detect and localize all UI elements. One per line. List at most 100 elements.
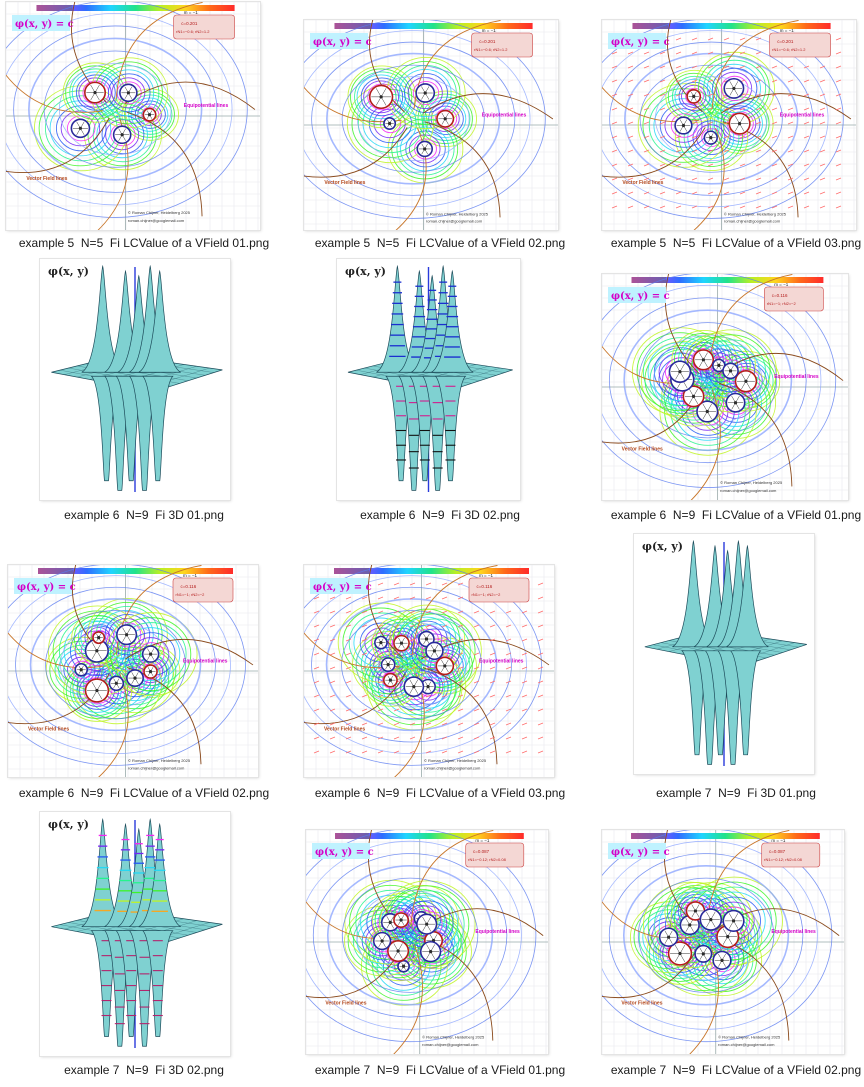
pole-marker xyxy=(694,944,713,963)
equipotential-contours xyxy=(637,51,775,172)
file-thumbnail[interactable]: φ(x, y) = c m = −1 c=0.116 rN1=−1; rN2=−2 Ve… xyxy=(602,274,848,500)
file-tile[interactable]: φ(x, y) = c m = −1 c=0.201 rN1=−0.6; rN2=1.… xyxy=(296,0,584,272)
outer-contour xyxy=(608,853,804,1018)
color-scale-bar xyxy=(631,277,824,283)
pole-marker xyxy=(116,624,138,646)
gray-scale-bar xyxy=(36,5,73,11)
file-thumbnail[interactable]: φ(x, y) = c m = −1 c=0.087 rN1=−0.12; rN2=0… xyxy=(306,830,548,1054)
formula-label: φ(x, y) = c xyxy=(315,847,374,858)
file-thumbnail[interactable]: φ(x, y) = c m = −1 c=0.201 rN1=−0.6; rN2=1.… xyxy=(304,20,558,230)
file-tile[interactable]: φ(x, y) = c m = −1 c=0.087 rN1=−0.12; rN2=0… xyxy=(592,810,864,1082)
root-label: rN1=−0.6; rN2=1.2 xyxy=(772,47,806,52)
file-tile[interactable]: φ(x, y) = c m = −1 c=0.087 rN1=−0.12; rN2=0… xyxy=(296,810,584,1082)
thumbnail-image: φ(x, y) = c m = −1 c=0.201 rN1=−0.6; rN2=1.… xyxy=(602,20,856,230)
formula-label: φ(x, y) = c xyxy=(313,582,372,593)
file-name-label[interactable]: example 6 N=9 Fi 3D 01.png xyxy=(64,508,224,522)
formula-box xyxy=(312,843,370,859)
file-thumbnail[interactable]: φ(x, y) = c m = −1 c=0.201 rN1=−0.6; rN2=1.… xyxy=(602,20,856,230)
file-thumbnail[interactable]: φ(x, y) xyxy=(40,259,230,500)
file-tile[interactable]: φ(x, y) = c m = −1 c=0.116 rN1=−1; rN2=−2 Ve… xyxy=(592,262,864,534)
file-name-label[interactable]: example 6 N=9 Fi LCValue of a VField 01.… xyxy=(610,508,862,522)
direction-arrows xyxy=(611,37,842,209)
pole-marker xyxy=(668,360,692,383)
pole-marker xyxy=(84,678,110,703)
file-tile[interactable]: φ(x, y) example 7 N=9 Fi 3D 02.png xyxy=(0,810,288,1082)
file-thumbnail[interactable]: φ(x, y) xyxy=(634,534,814,774)
pole-marker xyxy=(419,940,442,963)
file-tile[interactable]: φ(x, y) example 7 N=9 Fi 3D 01.png xyxy=(592,534,864,806)
outer-contour xyxy=(304,565,542,766)
email-label: roman.chijner@googlemail.com xyxy=(718,1042,775,1047)
pole-marker xyxy=(380,657,396,673)
pole-marker xyxy=(387,939,410,963)
vector-field-label: Vector Field lines xyxy=(621,1001,662,1007)
file-name-label[interactable]: example 6 N=9 Fi LCValue of a VField 02.… xyxy=(18,786,270,800)
outer-contour xyxy=(653,334,763,426)
info-box xyxy=(764,286,824,312)
pole-marker xyxy=(403,676,425,698)
outer-contour xyxy=(311,41,516,196)
root-label: rN1=−0.12; rN2=0.08 xyxy=(468,857,506,862)
outer-contour xyxy=(356,76,470,162)
pole-marker xyxy=(416,913,438,935)
pole-marker xyxy=(696,400,719,423)
file-thumbnail[interactable]: φ(x, y) = c m = −1 c=0.116 rN1=−1; rN2=−2 Ve… xyxy=(8,565,258,777)
credit-label: © Roman Chijner, Heidelberg 2025 xyxy=(128,758,191,763)
pole-marker xyxy=(674,116,693,135)
formula-label: φ(x, y) = c xyxy=(611,291,670,302)
formula-box xyxy=(310,578,368,594)
thumbnail-image: φ(x, y) = c m = −1 c=0.116 rN1=−1; rN2=−2 Ve… xyxy=(304,565,554,777)
formula-box xyxy=(310,33,368,49)
c-label: c=0.116 xyxy=(772,293,788,298)
pole-marker xyxy=(667,941,693,966)
pole-marker xyxy=(435,656,455,676)
equipotential-label: Equipotential lines xyxy=(184,103,229,109)
m-label: m = −1 xyxy=(771,838,786,843)
file-name-label[interactable]: example 7 N=9 Fi LCValue of a VField 01.… xyxy=(314,1063,566,1077)
file-name-label[interactable]: example 6 N=9 Fi LCValue of a VField 03.… xyxy=(314,786,566,800)
info-box xyxy=(173,14,235,40)
file-thumbnail[interactable]: φ(x, y) xyxy=(337,259,520,500)
outer-contour xyxy=(652,890,760,981)
equipotential-label: Equipotential lines xyxy=(482,113,527,119)
color-scale-bar xyxy=(631,833,820,839)
credit-label: © Roman Chijner, Heidelberg 2025 xyxy=(724,211,787,216)
file-name-label[interactable]: example 5 N=5 Fi LCValue of a VField 01.… xyxy=(18,236,270,250)
file-name-label[interactable]: example 5 N=5 Fi LCValue of a VField 03.… xyxy=(610,236,862,250)
file-name-label[interactable]: example 7 N=9 Fi 3D 01.png xyxy=(656,786,816,800)
file-thumbnail[interactable]: φ(x, y) = c m = −1 c=0.116 rN1=−1; rN2=−2 Ve… xyxy=(304,565,554,777)
info-box xyxy=(468,577,530,603)
pole-marker xyxy=(734,369,758,393)
file-tile[interactable]: φ(x, y) = c m = −1 c=0.116 rN1=−1; rN2=−2 Ve… xyxy=(296,534,584,806)
outer-contour xyxy=(356,890,464,981)
file-tile[interactable]: φ(x, y) = c m = −1 c=0.201 rN1=−0.6; rN2=1.… xyxy=(592,0,864,272)
file-name-label[interactable]: example 6 N=9 Fi 3D 02.png xyxy=(360,508,520,522)
file-tile[interactable]: φ(x, y) example 6 N=9 Fi 3D 02.png xyxy=(296,259,584,534)
file-tile[interactable]: φ(x, y) = c m = −1 c=0.116 rN1=−1; rN2=−2 Ve… xyxy=(0,534,288,806)
root-label: rN1=−1; rN2=−2 xyxy=(767,301,797,306)
file-thumbnail[interactable]: φ(x, y) xyxy=(40,812,230,1056)
file-tile[interactable]: φ(x, y) = c m = −1 c=0.201 rN1=−0.6; rN2=1.… xyxy=(0,0,288,272)
outer-contour xyxy=(58,63,172,156)
pole-marker xyxy=(692,349,715,371)
outer-contour xyxy=(341,877,479,993)
root-label: rN1=−0.12; rN2=0.08 xyxy=(764,857,802,862)
pole-marker xyxy=(393,912,410,928)
file-tile[interactable]: φ(x, y) example 6 N=9 Fi 3D 01.png xyxy=(0,259,288,534)
email-label: roman.chijner@googlemail.com xyxy=(422,1042,479,1047)
m-label: m = −1 xyxy=(184,10,199,15)
file-name-label[interactable]: example 7 N=9 Fi LCValue of a VField 02.… xyxy=(610,1063,862,1077)
file-thumbnail[interactable]: φ(x, y) = c m = −1 c=0.201 rN1=−0.6; rN2=1.… xyxy=(6,2,260,230)
email-label: roman.chijner@googlemail.com xyxy=(720,488,777,493)
file-name-label[interactable]: example 5 N=5 Fi LCValue of a VField 02.… xyxy=(314,236,566,250)
upward-spike xyxy=(138,269,181,373)
outer-contour xyxy=(28,37,203,181)
formula-box xyxy=(608,33,666,49)
root-label: rN1=−0.6; rN2=1.2 xyxy=(474,47,508,52)
file-thumbnail[interactable]: φ(x, y) = c m = −1 c=0.087 rN1=−0.12; rN2=0… xyxy=(602,830,844,1054)
c-label: c=0.201 xyxy=(479,39,496,44)
color-scale-bar xyxy=(632,23,831,29)
outer-contour xyxy=(326,865,494,1006)
outer-contour xyxy=(602,274,837,488)
file-name-label[interactable]: example 7 N=9 Fi 3D 02.png xyxy=(64,1063,224,1077)
